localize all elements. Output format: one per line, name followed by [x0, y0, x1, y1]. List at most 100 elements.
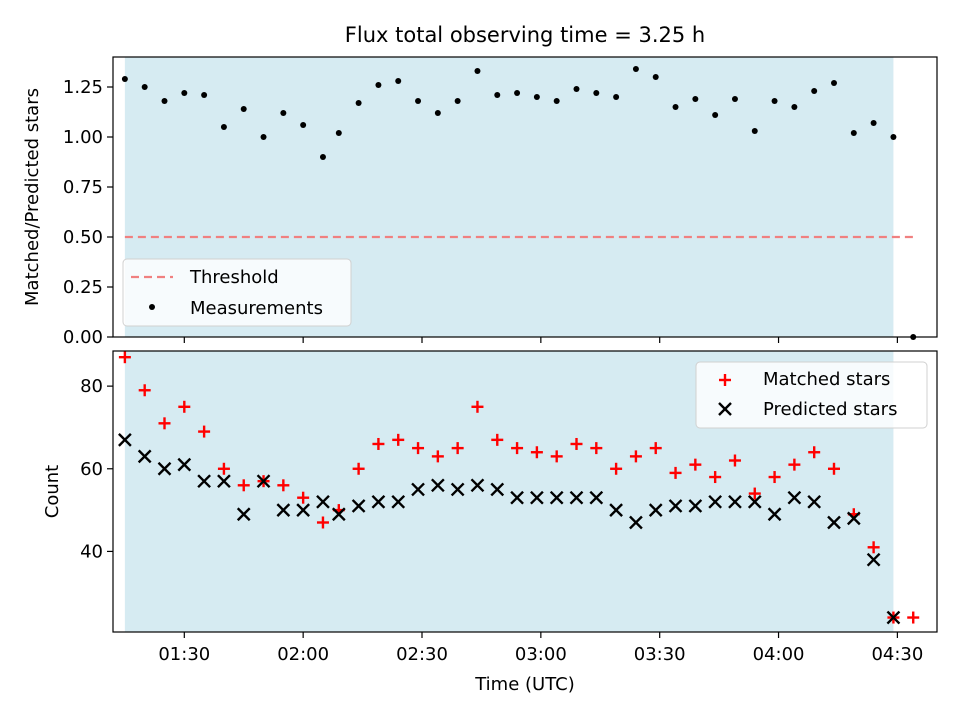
x-axis-label: Time (UTC)	[474, 674, 575, 695]
predicted-star-point-b	[510, 490, 524, 505]
matched-star-point	[610, 462, 623, 475]
matched-star-point	[629, 450, 642, 463]
predicted-star-point-b	[530, 490, 544, 505]
matched-star-point	[277, 479, 290, 492]
matched-star-point	[808, 446, 821, 459]
measurement-point	[141, 84, 148, 90]
matched-star-point	[217, 462, 230, 475]
matched-star-point	[138, 384, 151, 397]
predicted-star-point-b	[351, 499, 366, 513]
predicted-star-point-b	[430, 478, 445, 493]
measurement-point	[514, 90, 521, 96]
measurement-point	[613, 94, 620, 100]
x-tick-label: 03:00	[515, 644, 567, 665]
matched-star-point	[590, 442, 603, 455]
predicted-star-point	[866, 552, 881, 567]
measurement-point	[395, 78, 402, 84]
legend-predicted-label: Predicted stars	[763, 399, 897, 420]
predicted-star-point-b	[236, 507, 251, 522]
measurement-point	[712, 112, 719, 118]
predicted-star-point-b	[767, 507, 782, 522]
predicted-star-point	[747, 494, 762, 509]
measurement-point	[181, 90, 188, 96]
measurement-point	[553, 98, 560, 104]
x-tick-label: 04:00	[753, 644, 805, 665]
measurement-point	[415, 98, 422, 104]
matched-star-point	[352, 462, 365, 475]
measurement-point	[811, 88, 818, 94]
top-y-axis-label: Matched/Predicted stars	[22, 88, 43, 306]
legend-matched-swatch	[719, 374, 731, 386]
matched-star-point	[788, 458, 801, 471]
matched-star-point	[709, 471, 722, 484]
predicted-star-point	[470, 478, 485, 493]
x-tick-label: 02:30	[396, 644, 448, 665]
predicted-star-point	[688, 499, 703, 513]
predicted-star-point	[137, 449, 152, 464]
predicted-star-point-b	[118, 432, 132, 447]
measurement-point	[890, 134, 897, 140]
matched-star-point	[828, 462, 840, 475]
x-tick-label: 03:30	[634, 644, 686, 665]
bottom-y-tick-label: 60	[80, 459, 103, 480]
predicted-star-point	[629, 515, 643, 530]
matched-star-point	[471, 400, 484, 413]
measurement-point	[731, 96, 738, 102]
measurement-point	[533, 94, 540, 100]
measurement-point	[573, 86, 580, 92]
x-tick-label: 04:30	[871, 644, 923, 665]
predicted-star-point	[490, 482, 505, 497]
matched-star-point	[178, 400, 191, 413]
predicted-stars-points	[118, 432, 901, 625]
chart-title: Flux total observing time = 3.25 h	[345, 23, 705, 47]
predicted-star-point	[296, 503, 311, 517]
predicted-star-point	[589, 490, 604, 505]
matched-star-point	[689, 458, 702, 471]
predicted-star-point-b	[886, 610, 901, 625]
predicted-star-point	[549, 490, 564, 505]
predicted-star-point-b	[296, 503, 311, 517]
predicted-star-point	[430, 478, 445, 493]
predicted-star-point-b	[157, 461, 172, 476]
predicted-star-point-b	[549, 490, 564, 505]
bottom-axes-frame	[112, 350, 938, 633]
measurement-point	[494, 92, 501, 98]
bottom-panel: 40 60 80 01:30 02:00 02:30 03:00 03:30 04:00 04:…	[42, 350, 938, 695]
legend-measurements-swatch	[149, 304, 155, 310]
matched-star-point	[907, 611, 920, 624]
matched-star-point	[570, 437, 583, 450]
predicted-star-point-b	[490, 482, 505, 497]
predicted-star-point	[118, 432, 132, 447]
matched-star-point	[768, 471, 781, 484]
predicted-star-point	[728, 494, 742, 509]
measurement-point	[335, 130, 342, 136]
top-y-axis-ticks: 0.00 0.25 0.50 0.75 1.00 1.25	[63, 77, 113, 348]
measurement-point	[319, 154, 326, 160]
matched-star-point	[412, 442, 425, 455]
bottom-y-tick-label: 40	[80, 541, 103, 562]
predicted-star-point	[256, 474, 271, 489]
measurement-point	[831, 80, 837, 86]
predicted-star-point	[886, 610, 901, 625]
predicted-star-point	[530, 490, 544, 505]
measurement-point	[593, 90, 600, 96]
x-tick-label: 02:00	[277, 644, 329, 665]
top-axes-frame	[112, 56, 938, 338]
matched-star-point	[158, 417, 171, 430]
predicted-star-point	[391, 494, 406, 509]
matched-star-point	[491, 433, 504, 446]
matched-star-point	[550, 450, 563, 463]
measurement-point	[870, 120, 877, 126]
predicted-star-point	[411, 482, 425, 497]
measurement-point	[771, 98, 778, 104]
top-legend: Threshold Measurements	[122, 258, 352, 327]
predicted-star-point-b	[708, 494, 723, 509]
predicted-star-point-b	[747, 494, 762, 509]
predicted-star-point	[276, 503, 291, 517]
predicted-star-point	[846, 511, 861, 526]
predicted-star-point	[351, 499, 366, 513]
top-x-axis-ticks	[183, 337, 898, 343]
predicted-star-point	[569, 490, 584, 505]
measurement-point	[355, 100, 362, 106]
